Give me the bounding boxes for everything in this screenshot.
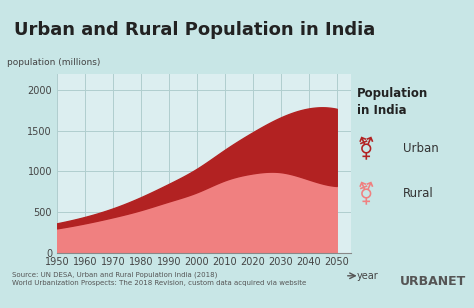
Text: URBANET: URBANET [400,275,465,288]
Text: Rural: Rural [402,187,433,200]
Text: ⚧: ⚧ [357,137,375,160]
Text: Urban: Urban [402,142,438,155]
Text: population (millions): population (millions) [7,58,100,67]
Text: ⚧: ⚧ [357,182,375,205]
Text: year: year [356,271,378,281]
Text: Source: UN DESA, Urban and Rural Population India (2018)
World Urbanization Pros: Source: UN DESA, Urban and Rural Populat… [12,271,307,286]
Text: Population
in India: Population in India [357,87,428,117]
Text: Urban and Rural Population in India: Urban and Rural Population in India [14,22,375,39]
